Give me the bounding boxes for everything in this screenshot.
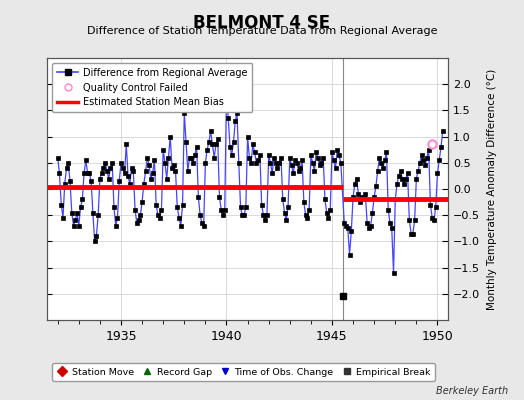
Legend: Station Move, Record Gap, Time of Obs. Change, Empirical Break: Station Move, Record Gap, Time of Obs. C… (52, 363, 435, 381)
Text: BELMONT 4 SE: BELMONT 4 SE (193, 14, 331, 32)
Text: Difference of Station Temperature Data from Regional Average: Difference of Station Temperature Data f… (87, 26, 437, 36)
Y-axis label: Monthly Temperature Anomaly Difference (°C): Monthly Temperature Anomaly Difference (… (487, 68, 497, 310)
Legend: Difference from Regional Average, Quality Control Failed, Estimated Station Mean: Difference from Regional Average, Qualit… (52, 63, 253, 112)
Text: Berkeley Earth: Berkeley Earth (436, 386, 508, 396)
